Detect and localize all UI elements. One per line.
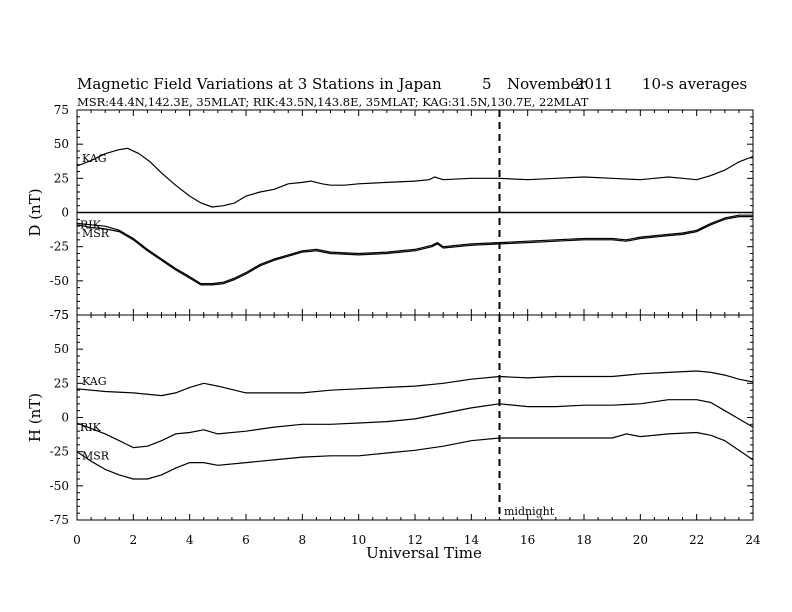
x-axis-label: Universal Time	[366, 544, 482, 562]
y-tick-label: 75	[54, 103, 69, 117]
averaging-label: 10-s averages	[642, 75, 747, 93]
x-tick-label: 24	[745, 533, 761, 547]
x-tick-label: 10	[351, 533, 366, 547]
series-line-rik	[76, 399, 754, 449]
series-line-rik	[76, 214, 753, 285]
series-label-msr: MSR	[82, 450, 110, 463]
date-year: 2011	[575, 75, 613, 93]
y-tick-label: -50	[50, 479, 69, 493]
y-tick-label: 25	[54, 376, 69, 390]
series-label-rik: RIK	[80, 421, 102, 434]
x-tick-label: 4	[186, 533, 194, 547]
series-line-msr	[76, 216, 753, 286]
series-line-msr	[76, 431, 754, 480]
series-label-kag: KAG	[82, 152, 107, 165]
y-tick-label: -50	[50, 274, 69, 288]
y-tick-label: 50	[54, 137, 69, 151]
x-tick-label: 2	[130, 533, 138, 547]
y-tick-label: 75	[54, 308, 69, 322]
y-tick-label: -75	[50, 513, 69, 527]
y-tick-label: -25	[50, 445, 69, 459]
y-tick-label: 0	[61, 411, 69, 425]
x-tick-label: 8	[299, 533, 307, 547]
midnight-label: midnight	[504, 505, 555, 518]
series-line-kag	[76, 370, 754, 397]
y-tick-label: -25	[50, 240, 69, 254]
y-tick-label: 50	[54, 342, 69, 356]
figure-title: Magnetic Field Variations at 3 Stations …	[77, 75, 442, 93]
x-tick-label: 22	[689, 533, 704, 547]
x-tick-label: 12	[407, 533, 422, 547]
x-tick-label: 14	[464, 533, 480, 547]
x-tick-label: 6	[242, 533, 250, 547]
x-tick-label: 20	[633, 533, 648, 547]
series-label-kag: KAG	[82, 375, 107, 388]
y-axis-label: H (nT)	[26, 393, 44, 442]
plot-frame	[76, 314, 754, 521]
y-tick-label: -75	[50, 308, 69, 322]
x-tick-label: 18	[576, 533, 591, 547]
x-tick-label: 16	[520, 533, 535, 547]
series-line-kag	[76, 147, 754, 208]
series-label-msr: MSR	[82, 227, 110, 240]
date-day: 5	[482, 75, 492, 93]
y-tick-label: 25	[54, 171, 69, 185]
x-tick-label: 0	[73, 533, 81, 547]
date-month: November	[507, 75, 587, 93]
station-info: MSR:44.4N,142.3E, 35MLAT; RIK:43.5N,143.…	[77, 95, 589, 109]
y-tick-label: 0	[61, 206, 69, 220]
y-axis-label: D (nT)	[26, 188, 44, 236]
